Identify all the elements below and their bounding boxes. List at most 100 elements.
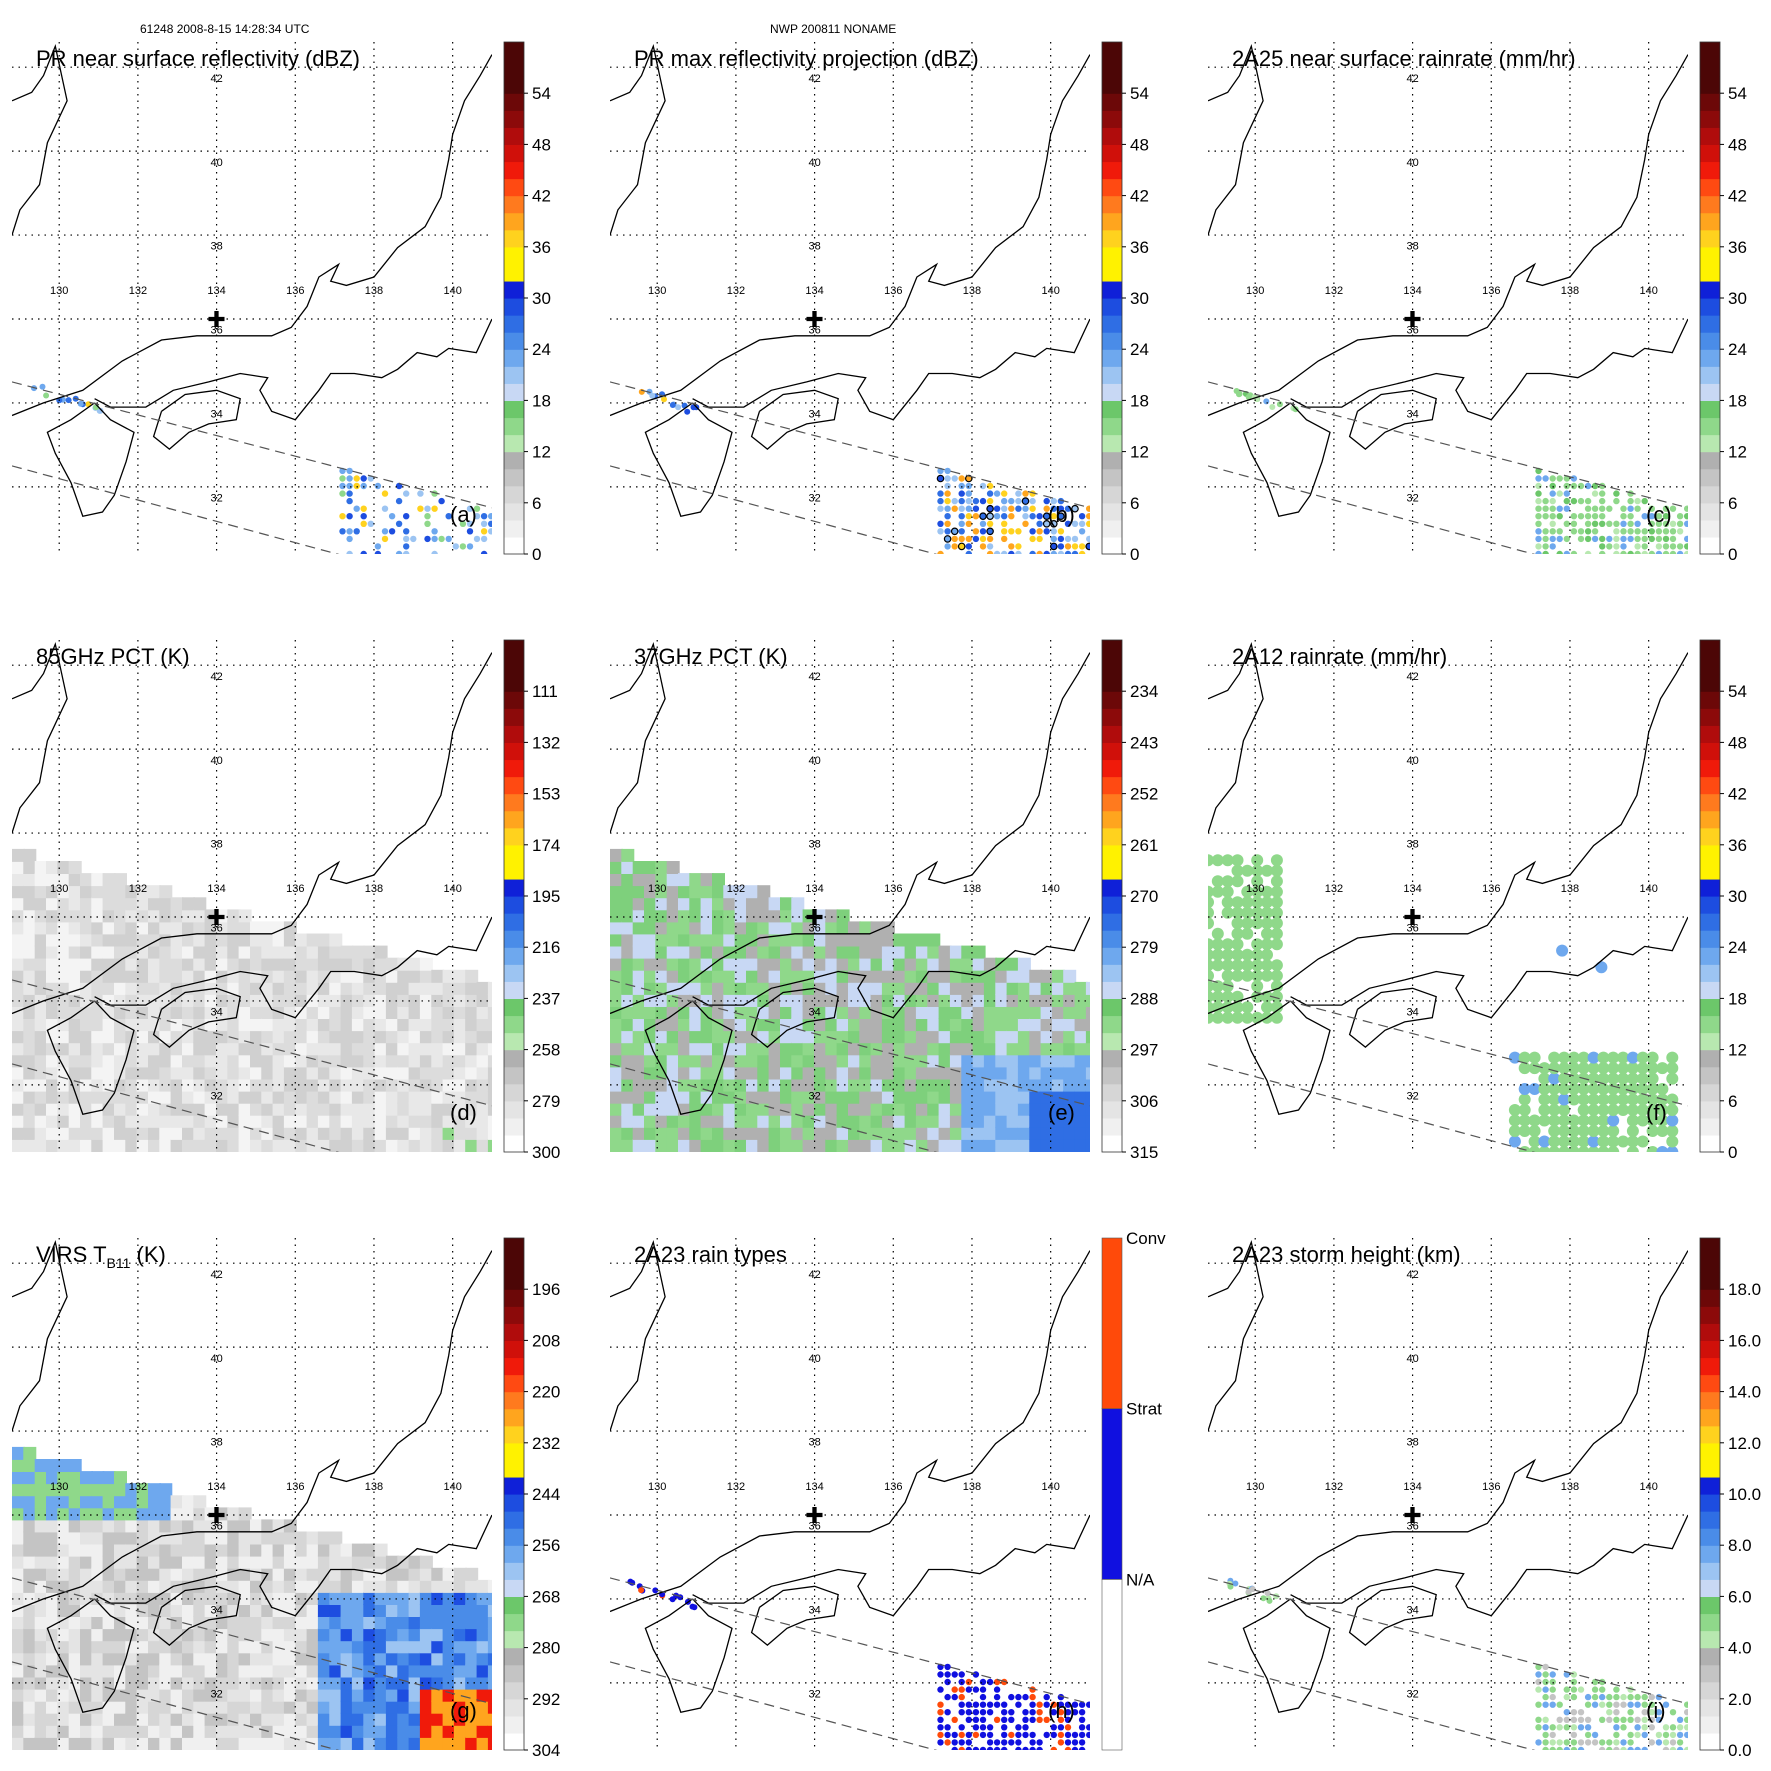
field-cell <box>46 1054 59 1068</box>
field-cell <box>915 945 929 959</box>
rain-cell <box>1029 535 1036 543</box>
rain-cell <box>1577 1083 1590 1095</box>
field-cell <box>102 1664 116 1678</box>
colorbar-tick-label: 8.0 <box>1728 1536 1752 1555</box>
rain-cell <box>1556 1716 1563 1724</box>
field-cell <box>476 1652 490 1666</box>
field-cell <box>182 1006 195 1019</box>
rain-cell <box>1684 543 1688 550</box>
field-cell <box>114 1543 127 1557</box>
field-cell <box>272 1054 286 1068</box>
field-cell <box>938 1126 952 1140</box>
field-cell <box>487 1126 492 1140</box>
field-cell <box>46 1114 59 1128</box>
colorbar-tick-label: 30 <box>1728 887 1747 906</box>
field-cell <box>734 1114 748 1128</box>
field-cell <box>261 1078 275 1092</box>
rain-cell <box>1022 490 1029 497</box>
rain-cell <box>1221 854 1234 867</box>
field-cell <box>1006 1139 1020 1152</box>
rain-cell <box>1071 550 1079 554</box>
field-cell <box>655 861 669 874</box>
field-cell <box>204 1054 218 1068</box>
lat-tick-label: 38 <box>1406 839 1418 851</box>
field-cell <box>216 1042 229 1056</box>
field-cell <box>148 945 161 959</box>
field-cell <box>102 1700 116 1714</box>
field-cell <box>836 1006 850 1019</box>
field-cell <box>204 1126 218 1140</box>
colorbar-segment <box>504 93 524 111</box>
field-cell <box>170 1042 184 1056</box>
colorbar-segment <box>1102 1049 1122 1068</box>
field-cell <box>487 1579 492 1593</box>
rain-cell <box>1567 1093 1580 1106</box>
rain-cell <box>1620 1716 1627 1724</box>
field-cell <box>1063 1078 1077 1092</box>
rain-cell <box>1208 854 1214 867</box>
field-cell <box>136 1688 150 1702</box>
field-cell <box>317 1531 331 1545</box>
field-cell <box>972 994 986 1007</box>
rain-cell <box>1086 535 1090 543</box>
rain-cell <box>1641 1731 1648 1739</box>
field-cell <box>746 1126 759 1140</box>
field-cell <box>442 1114 456 1128</box>
rain-cell <box>1549 475 1556 482</box>
field-cell <box>632 1018 646 1032</box>
rain-cell <box>1620 1739 1627 1746</box>
field-cell <box>397 1652 411 1666</box>
field-cell <box>34 1531 48 1545</box>
field-cell <box>306 1604 320 1617</box>
field-cell <box>453 1712 467 1726</box>
field-cell <box>68 1543 82 1557</box>
field-cell <box>283 1114 297 1128</box>
field-cell <box>927 1139 941 1152</box>
rain-cell <box>1563 1724 1571 1731</box>
rain-cell <box>1597 1083 1610 1095</box>
rain-cell <box>958 490 965 497</box>
field-cell <box>678 981 691 995</box>
field-cell <box>881 1042 895 1056</box>
field-cell <box>216 1616 229 1630</box>
field-cell <box>23 1592 37 1605</box>
field-cell <box>351 1555 365 1569</box>
field-cell <box>363 1616 377 1630</box>
field-cell <box>431 1090 445 1104</box>
field-cell <box>351 1604 365 1617</box>
field-cell <box>870 1054 884 1068</box>
field-cell <box>23 1543 37 1557</box>
field-cell <box>814 921 827 935</box>
rain-cell <box>1577 1146 1590 1152</box>
field-cell <box>487 1664 492 1678</box>
field-cell <box>57 1139 71 1152</box>
field-cell <box>848 1006 861 1019</box>
rain-cell <box>1627 1716 1634 1724</box>
field-cell <box>125 1604 139 1617</box>
field-cell <box>768 1030 782 1044</box>
colorbar-segment <box>1700 366 1720 384</box>
field-cell <box>632 1114 646 1128</box>
colorbar-tick-label: Conv <box>1126 1229 1166 1248</box>
rain-cell <box>1648 528 1656 535</box>
rain-cell <box>951 1716 958 1724</box>
field-cell <box>204 1507 218 1521</box>
field-cell <box>419 1737 433 1750</box>
rain-cell <box>958 1678 965 1686</box>
field-cell <box>859 1042 873 1056</box>
field-cell <box>114 1054 127 1068</box>
field-cell <box>1006 957 1020 971</box>
field-cell <box>317 1700 331 1714</box>
field-cell <box>125 1139 139 1152</box>
field-cell <box>159 1604 173 1617</box>
field-cell <box>689 1042 703 1056</box>
field-cell <box>870 1030 884 1044</box>
rain-cell <box>951 1739 958 1746</box>
field-cell <box>261 945 275 959</box>
rain-cell <box>1570 513 1578 520</box>
rain-cell <box>1211 938 1224 951</box>
field-cell <box>881 921 895 935</box>
rain-cell <box>1570 497 1578 505</box>
storm-center-marker: ✚ <box>207 307 225 332</box>
lat-tick-label: 38 <box>210 839 222 851</box>
